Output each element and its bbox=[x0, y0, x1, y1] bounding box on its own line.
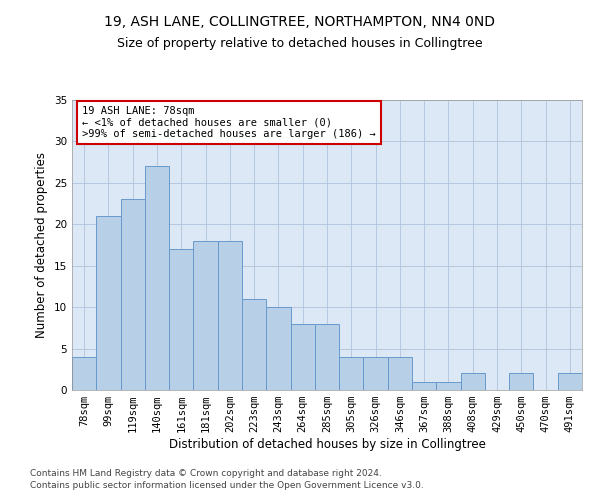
Bar bbox=[461, 374, 485, 390]
Text: 19 ASH LANE: 78sqm
← <1% of detached houses are smaller (0)
>99% of semi-detache: 19 ASH LANE: 78sqm ← <1% of detached hou… bbox=[82, 106, 376, 139]
Bar bbox=[436, 382, 461, 390]
Bar bbox=[412, 382, 436, 390]
Text: Contains HM Land Registry data © Crown copyright and database right 2024.: Contains HM Land Registry data © Crown c… bbox=[30, 468, 382, 477]
Bar bbox=[96, 216, 121, 390]
Bar bbox=[193, 241, 218, 390]
Bar bbox=[509, 374, 533, 390]
Bar bbox=[72, 357, 96, 390]
Bar bbox=[218, 241, 242, 390]
Bar bbox=[290, 324, 315, 390]
Bar bbox=[315, 324, 339, 390]
Text: Contains public sector information licensed under the Open Government Licence v3: Contains public sector information licen… bbox=[30, 481, 424, 490]
Text: Size of property relative to detached houses in Collingtree: Size of property relative to detached ho… bbox=[117, 38, 483, 51]
Bar bbox=[388, 357, 412, 390]
Bar bbox=[364, 357, 388, 390]
Bar bbox=[339, 357, 364, 390]
Bar bbox=[121, 200, 145, 390]
Bar bbox=[242, 299, 266, 390]
Bar bbox=[266, 307, 290, 390]
Bar bbox=[169, 249, 193, 390]
Bar bbox=[145, 166, 169, 390]
Text: 19, ASH LANE, COLLINGTREE, NORTHAMPTON, NN4 0ND: 19, ASH LANE, COLLINGTREE, NORTHAMPTON, … bbox=[104, 15, 496, 29]
Bar bbox=[558, 374, 582, 390]
Y-axis label: Number of detached properties: Number of detached properties bbox=[35, 152, 49, 338]
X-axis label: Distribution of detached houses by size in Collingtree: Distribution of detached houses by size … bbox=[169, 438, 485, 451]
